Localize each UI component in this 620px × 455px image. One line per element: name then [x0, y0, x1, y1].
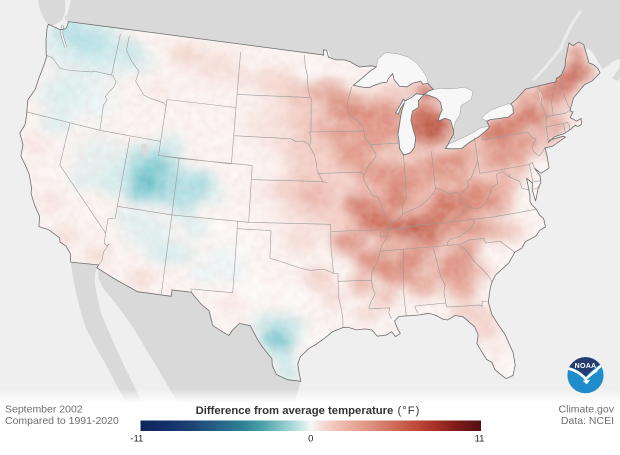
- svg-text:11: 11: [475, 434, 485, 445]
- svg-text:NOAA: NOAA: [575, 363, 597, 370]
- svg-text:Compared to 1991-2020: Compared to 1991-2020: [5, 415, 119, 427]
- svg-text:Climate.gov: Climate.gov: [559, 404, 615, 416]
- svg-text:Difference from average temper: Difference from average temperature (°F): [196, 405, 421, 417]
- svg-text:0: 0: [308, 434, 313, 445]
- svg-text:Data: NCEI: Data: NCEI: [561, 415, 614, 427]
- svg-text:September 2002: September 2002: [5, 404, 83, 416]
- svg-text:-11: -11: [130, 434, 143, 445]
